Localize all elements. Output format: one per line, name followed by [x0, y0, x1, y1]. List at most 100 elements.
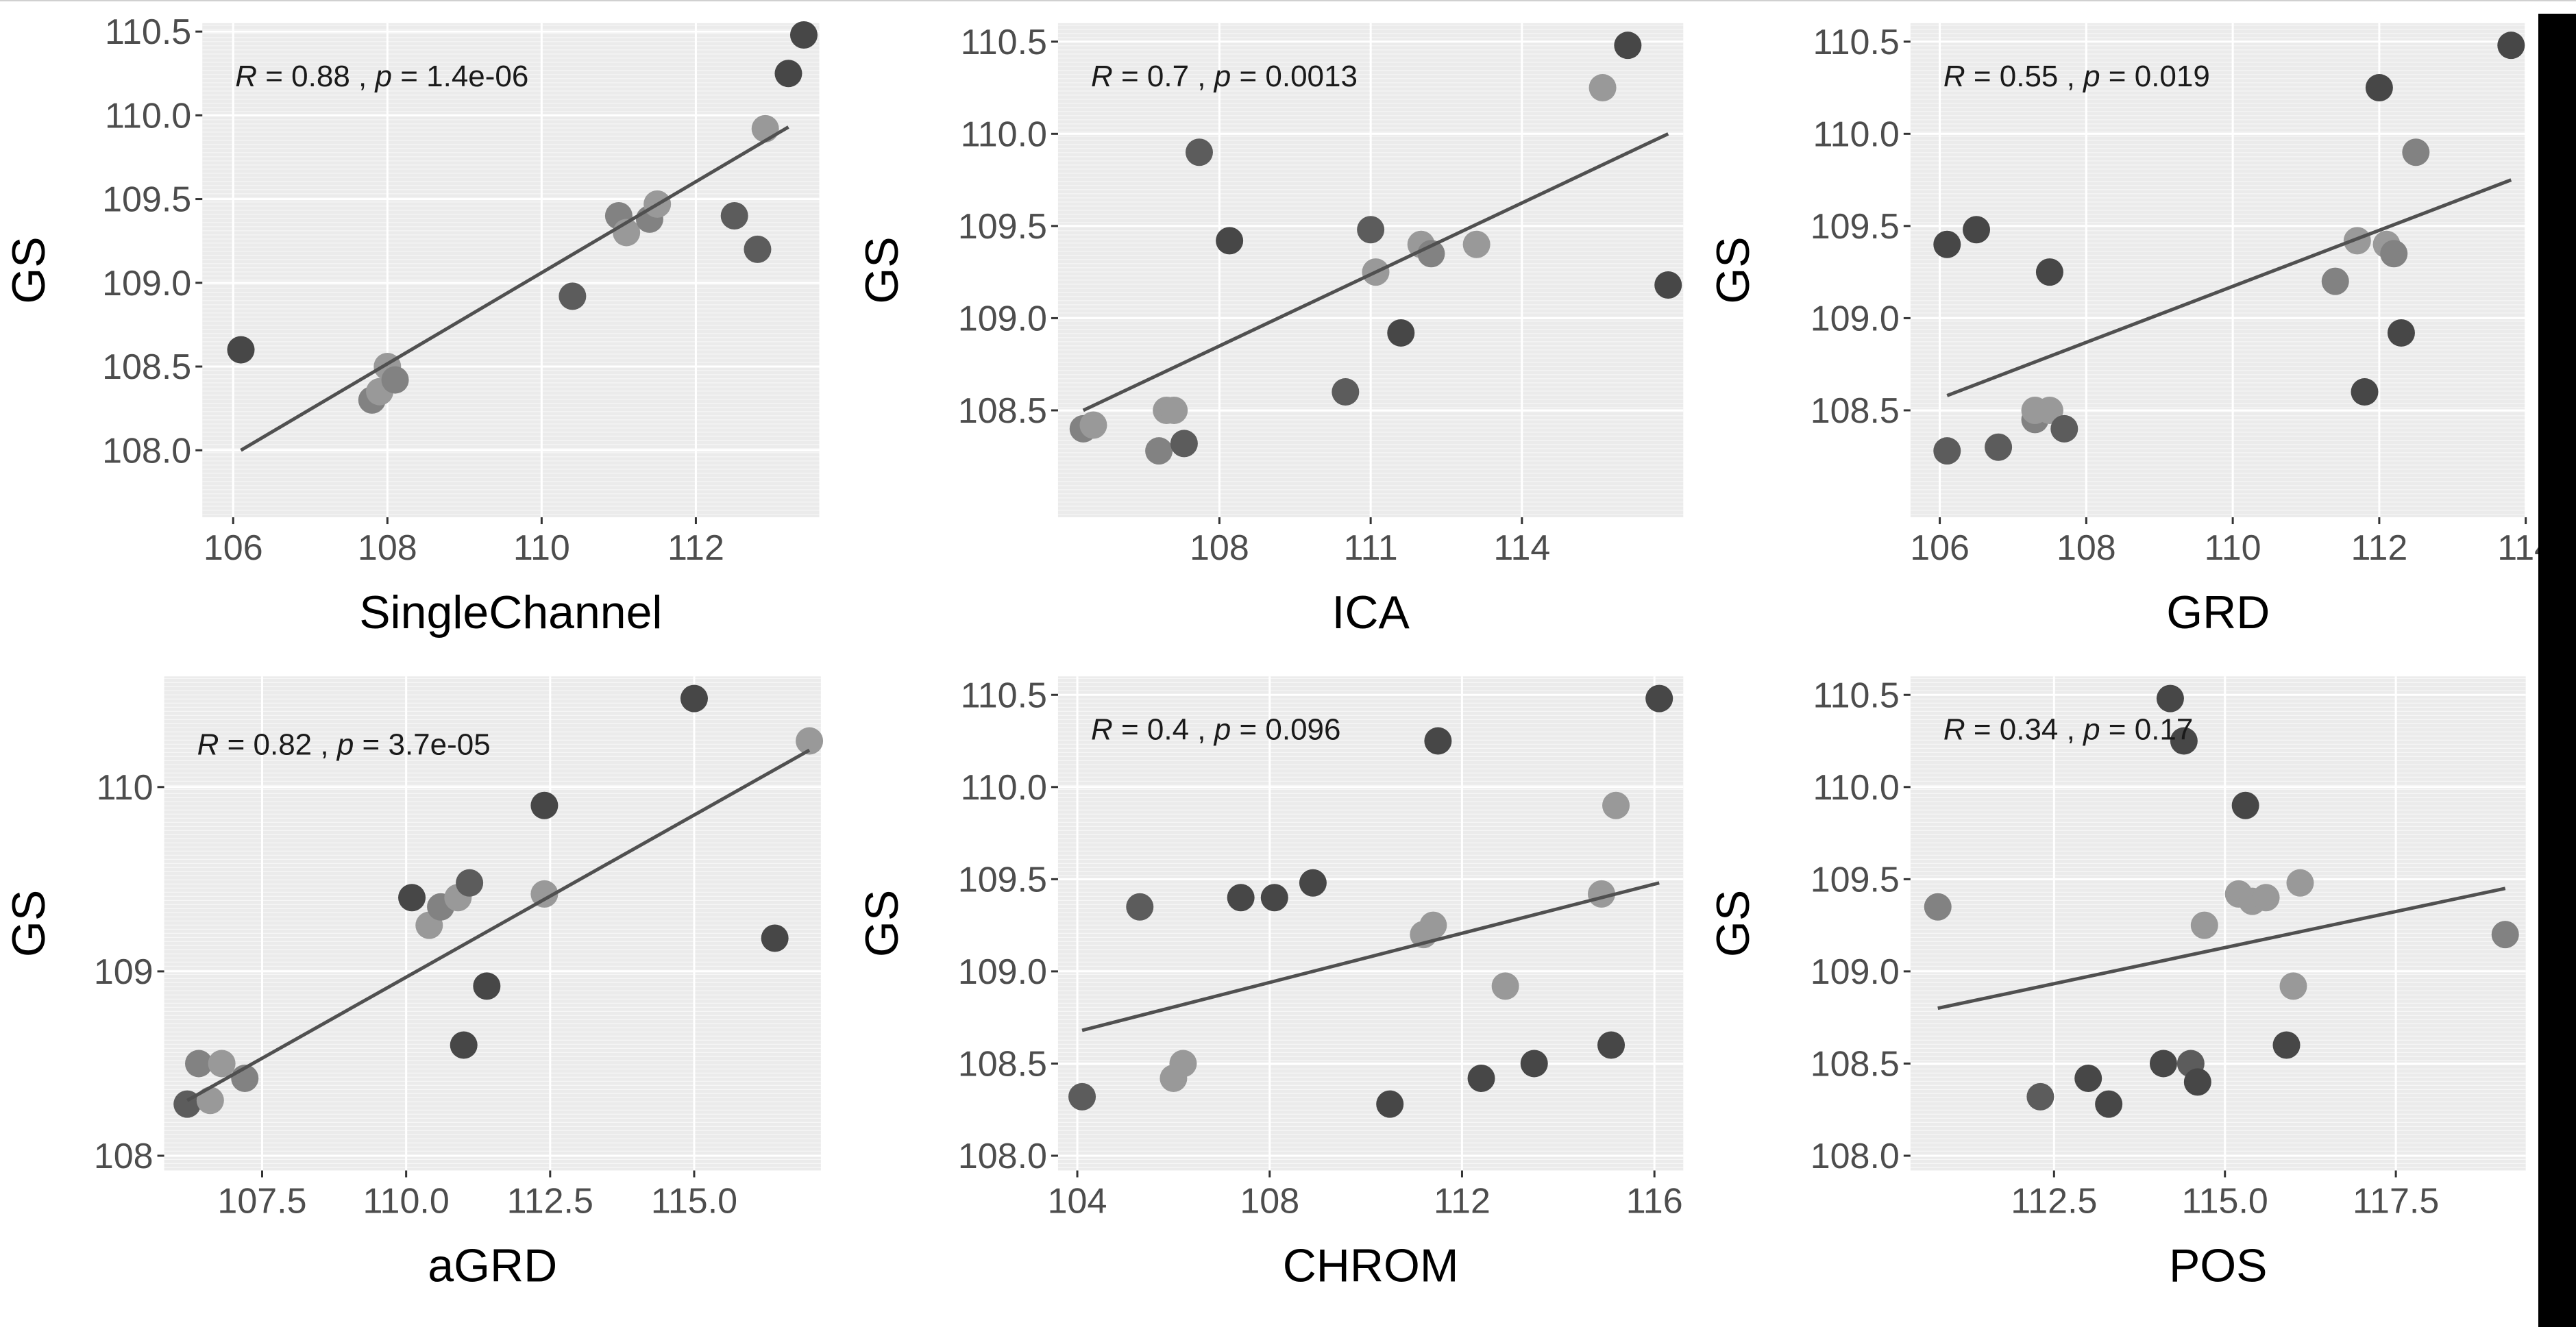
data-point	[1079, 411, 1107, 439]
data-point	[774, 60, 802, 88]
data-point	[1357, 216, 1385, 244]
y-tick-label: 110.5	[961, 675, 1047, 715]
annotation-r-symbol: R	[1091, 712, 1113, 746]
annotation-separator: ,	[1189, 60, 1214, 93]
regression-line	[1082, 132, 1669, 412]
data-point	[2035, 396, 2063, 424]
data-point	[789, 21, 818, 49]
x-tick-label: 108	[358, 528, 417, 568]
data-point	[2497, 32, 2525, 60]
data-point	[2351, 378, 2379, 406]
y-axis-title: GS	[1707, 236, 1759, 303]
x-tick-label: 104	[1048, 1182, 1107, 1221]
data-point	[761, 924, 789, 952]
y-axis-title: GS	[3, 236, 55, 303]
data-point	[1602, 791, 1630, 819]
data-point	[2190, 911, 2218, 939]
data-point	[2387, 319, 2415, 347]
annotation-r-value: 0.7	[1147, 60, 1189, 93]
data-point	[1332, 378, 1360, 406]
data-point	[1654, 271, 1682, 299]
data-point	[208, 1050, 236, 1078]
regression-line	[1937, 886, 2506, 1010]
data-point	[680, 684, 708, 712]
correlation-annotation: R = 0.7 , p = 0.0013	[1091, 60, 1358, 93]
data-point	[1419, 911, 1447, 939]
data-point	[2272, 1031, 2301, 1059]
plot-panel-1: 106 108 110 112 108.0 108.5 109.0 109.5 110.0 110…	[3, 12, 820, 638]
data-point	[2365, 74, 2393, 102]
regression-line	[1946, 178, 2512, 397]
data-point	[185, 1050, 213, 1078]
annotation-equals: =	[219, 728, 253, 761]
regression-line	[186, 748, 811, 1102]
annotation-p-symbol: p	[374, 60, 392, 93]
gridlines	[1910, 676, 2526, 1171]
data-point	[1963, 216, 1991, 244]
y-tick-label: 108.0	[1811, 1137, 1900, 1176]
x-tick-label: 115.0	[651, 1182, 737, 1221]
data-point	[2279, 972, 2307, 1000]
data-point	[2074, 1064, 2102, 1092]
data-point	[751, 114, 779, 142]
annotation-equals: =	[1113, 60, 1147, 93]
plot-panel-5: 104 108 112 116 108.0 108.5 109.0 109.5 110.0 110…	[856, 675, 1684, 1292]
annotation-separator: ,	[1189, 712, 1214, 746]
data-point	[2402, 138, 2430, 166]
y-tick-label: 110.5	[105, 12, 191, 52]
y-tick-label: 110.0	[1813, 114, 1900, 154]
y-tick-label: 108.0	[102, 431, 191, 471]
x-tick-label: 112.5	[2011, 1182, 2097, 1221]
y-tick-label: 109.0	[958, 952, 1047, 992]
x-tick-label: 115.0	[2182, 1182, 2268, 1221]
annotation-p-symbol: p	[2082, 60, 2100, 93]
annotation-equals: =	[1231, 712, 1265, 746]
x-tick-label: 112	[667, 528, 724, 568]
gridlines	[1057, 676, 1684, 1171]
annotation-p-value: 0.096	[1265, 712, 1340, 746]
y-tick-label: 110.0	[961, 768, 1047, 808]
regression-line	[240, 125, 789, 452]
y-tick-label: 108.0	[958, 1137, 1047, 1176]
annotation-p-value: 0.17	[2135, 712, 2194, 746]
gridlines	[1910, 23, 2527, 518]
correlation-annotation: R = 0.4 , p = 0.096	[1091, 712, 1341, 746]
y-tick-label: 110.5	[961, 23, 1047, 62]
data-point	[196, 1087, 224, 1115]
y-tick-label: 109	[94, 952, 154, 992]
data-point	[2026, 1082, 2054, 1111]
x-tick-label: 112.5	[507, 1182, 593, 1221]
y-tick-label: 109.0	[1811, 299, 1900, 338]
panel-background	[1057, 676, 1684, 1171]
data-point	[559, 282, 587, 310]
panel-hatch	[1910, 25, 2526, 515]
y-axis-title: GS	[856, 236, 908, 303]
data-point	[2183, 1068, 2211, 1096]
data-point	[227, 336, 255, 364]
annotation-p-symbol: p	[336, 728, 354, 761]
annotation-p-symbol: p	[1213, 712, 1231, 746]
y-tick-label: 110.0	[1813, 768, 1900, 808]
annotation-p-value: 0.019	[2135, 60, 2210, 93]
panel-background	[1910, 676, 2526, 1171]
data-point	[720, 202, 748, 230]
panel-hatch	[1057, 678, 1684, 1168]
data-point	[1645, 684, 1673, 712]
regression-line	[1081, 881, 1660, 1032]
data-point	[2252, 884, 2280, 912]
x-axis-title: GRD	[2166, 586, 2270, 638]
y-tick-label: 108.5	[1811, 1044, 1900, 1084]
plot-panel-3: 106 108 110 112 114108.5109.0109.5110.0110.5…	[1707, 23, 2554, 638]
data-point	[1588, 74, 1617, 102]
annotation-r-symbol: R	[1943, 712, 1965, 746]
plot-panel-4: 107.5 110.0 112.5 115.0 108 109 110 aGRD GS R = 0…	[3, 676, 824, 1292]
y-tick-label: 108.5	[958, 1044, 1047, 1084]
annotation-equals: =	[257, 60, 291, 93]
x-tick-label: 110.0	[363, 1182, 450, 1221]
x-tick-label: 112	[2351, 528, 2407, 568]
data-point	[744, 235, 772, 263]
data-point	[1614, 32, 1642, 60]
y-tick-label: 110	[97, 768, 154, 808]
y-tick-label: 109.5	[958, 207, 1047, 247]
